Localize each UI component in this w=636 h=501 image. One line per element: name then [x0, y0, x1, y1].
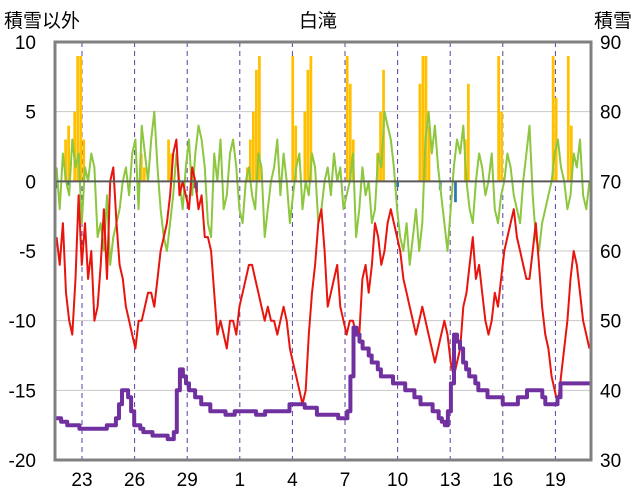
x-tick-label: 29: [177, 470, 198, 491]
y-axis-left-label: 積雪以外: [4, 11, 81, 32]
x-axis-ticks: 23 26 29 1 4 7 10 13 16 19: [71, 470, 566, 491]
grid: [55, 41, 591, 461]
y-right-tick-label: 30: [600, 451, 621, 472]
precipitation-bar: [424, 55, 428, 182]
precipitation-bar: [554, 97, 558, 182]
y-left-tick-label: 5: [25, 103, 36, 124]
precipitation-bar: [258, 55, 261, 182]
precipitation-bar: [248, 139, 252, 182]
precipitation-bar: [167, 139, 170, 182]
precipitation-bar: [497, 55, 501, 182]
precipitation-bar: [79, 55, 83, 182]
x-tick-label: 16: [492, 470, 513, 491]
y-right-tick-label: 60: [600, 242, 621, 263]
y-right-tick-label: 70: [600, 172, 621, 193]
precipitation-bar: [255, 69, 258, 182]
snowfall-bar: [396, 181, 399, 187]
y-left-tick-label: -5: [19, 242, 36, 263]
precipitation-bar: [251, 111, 255, 182]
precipitation-bar: [73, 111, 77, 182]
y-left-tick-label: -15: [9, 381, 36, 402]
temperature-line: [55, 138, 591, 406]
y-right-tick-label: 40: [600, 381, 621, 402]
precipitation-bar: [303, 111, 307, 182]
precipitation-bar: [569, 125, 573, 182]
precipitation-bar: [64, 139, 67, 182]
y-right-tick-label: 90: [600, 33, 621, 54]
x-tick-label: 19: [545, 470, 566, 491]
snowfall-bar: [55, 181, 58, 189]
line-series: [55, 110, 591, 442]
precipitation-bar: [421, 55, 425, 182]
snowfall-bar: [67, 181, 71, 186]
x-tick-label: 13: [440, 470, 461, 491]
y-axis-left-ticks: 10 5 0 -5 -10 -15 -20: [9, 33, 36, 472]
precipitation-bar: [427, 125, 431, 182]
precipitation-bar: [76, 55, 80, 182]
precipitation-bar: [67, 125, 70, 182]
y-right-tick-label: 80: [600, 103, 621, 124]
precipitation-bar: [142, 167, 146, 182]
precipitation-bar: [466, 83, 470, 182]
x-tick-label: 1: [235, 470, 246, 491]
x-tick-label: 10: [387, 470, 408, 491]
precipitation-bar: [551, 55, 555, 182]
precipitation-bar: [566, 55, 570, 182]
precipitation-bar: [291, 55, 295, 182]
x-tick-label: 7: [340, 470, 351, 491]
y-left-tick-label: 0: [25, 172, 36, 193]
snow_depth-line: [55, 325, 591, 442]
chart-title: 白滝: [298, 11, 337, 32]
precipitation-bar: [309, 55, 313, 182]
precipitation-bar: [348, 83, 352, 182]
precipitation-bar: [379, 111, 382, 182]
x-tick-label: 26: [124, 470, 145, 491]
precipitation-bar: [418, 83, 422, 182]
precipitation-bar: [294, 125, 298, 182]
y-left-tick-label: 10: [15, 33, 36, 54]
snowfall-bar: [454, 181, 457, 203]
precipitation-bar: [139, 153, 143, 182]
bar-series: [55, 55, 573, 203]
y-axis-right-ticks: 90 80 70 60 50 40 30: [600, 33, 621, 472]
precipitation-bar: [306, 69, 310, 182]
x-tick-label: 4: [287, 470, 298, 491]
y-right-tick-label: 50: [600, 312, 621, 333]
precipitation-bar: [82, 139, 86, 182]
x-tick-label: 23: [71, 470, 92, 491]
precipitation-bar: [345, 55, 349, 182]
y-axis-right-label: 積雪: [593, 11, 632, 32]
precipitation-bar: [500, 111, 504, 182]
y-left-tick-label: -10: [9, 312, 36, 333]
wind_or_other-line: [55, 110, 591, 266]
y-left-tick-label: -20: [9, 451, 36, 472]
plot-frame: [53, 40, 593, 462]
